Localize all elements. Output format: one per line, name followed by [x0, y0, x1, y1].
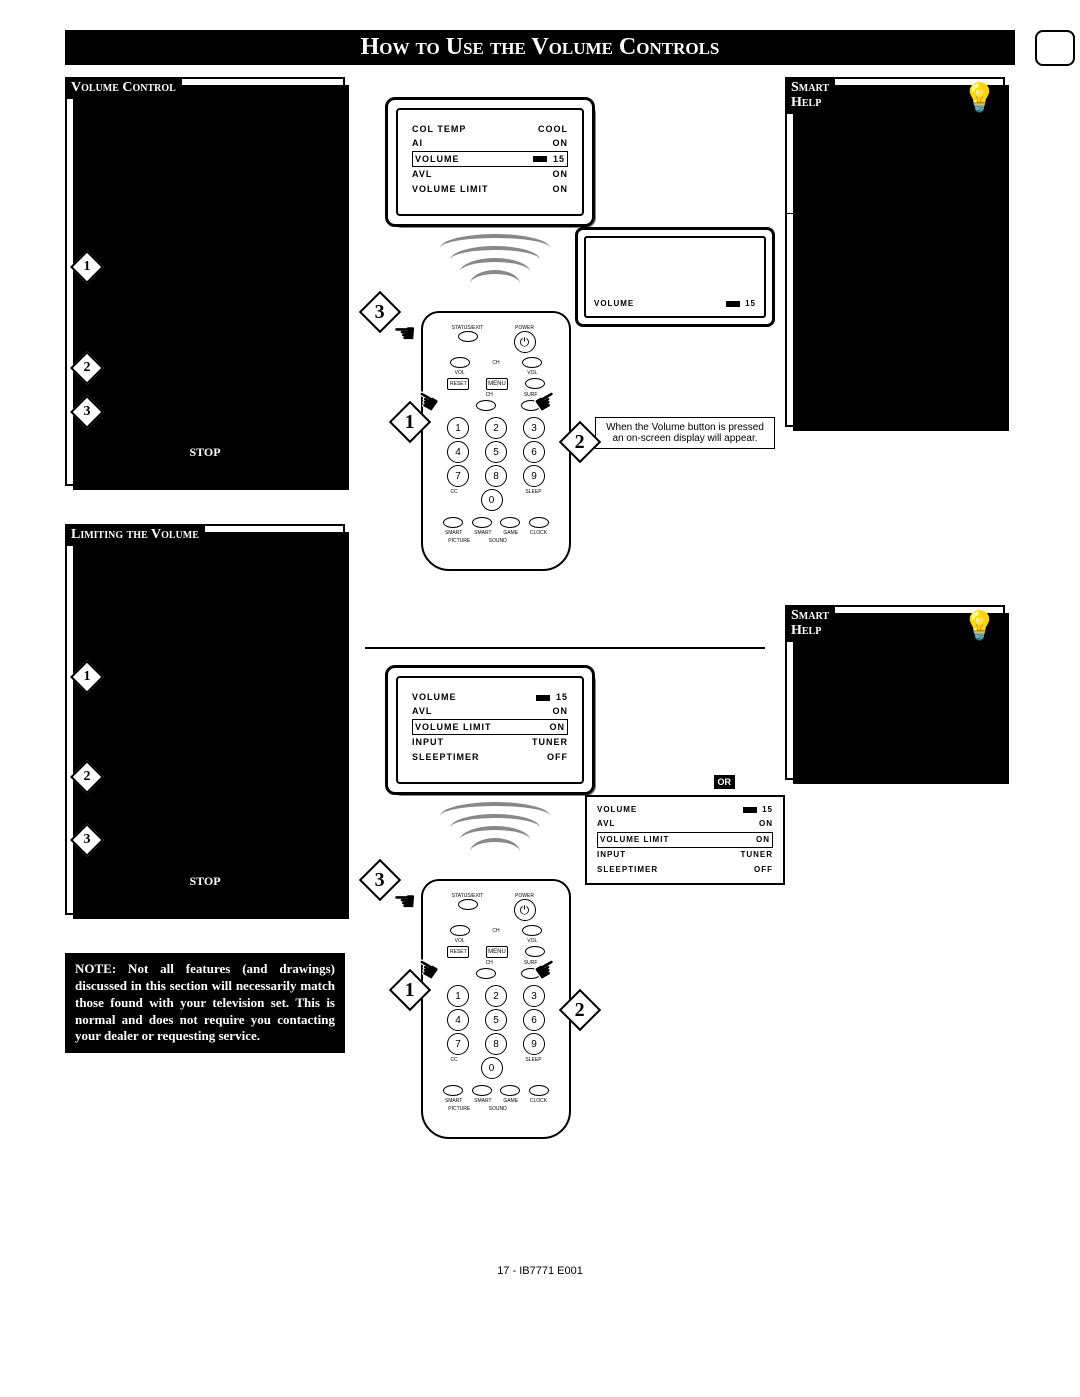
- hand-icon: ☚: [393, 319, 416, 349]
- smart-help-body: Remember, the VOLUME LIMIT control (when…: [797, 655, 993, 768]
- step-3: 3 Press the STATUS/EXIT button to clear …: [79, 826, 331, 864]
- step-number: 3: [70, 395, 104, 429]
- smart-help-2: Smart Help 💡 Remember, the VOLUME LIMIT …: [785, 605, 1005, 780]
- tv-volume-popup: VOLUME 15: [575, 227, 775, 327]
- smart-help-title: Smart Help: [785, 605, 835, 642]
- step-1: 1 Press the MENU button on the remote, t…: [79, 663, 331, 757]
- intro-text: You can limit the maximum volume level o…: [79, 552, 331, 628]
- step-2: 2 Press the VOLUME (+) or (–) button to …: [79, 763, 331, 820]
- step-3: 3 Press STATUS/EXIT button to clear the …: [79, 398, 331, 436]
- step-number: 3: [70, 823, 104, 857]
- or-arrow: OR: [714, 775, 736, 789]
- alt-menu-diagram: VOLUME 15 AVLON VOLUME LIMITON INPUTTUNE…: [585, 795, 785, 885]
- panel-title: Limiting the Volume: [65, 524, 205, 546]
- signal-waves-icon: [435, 802, 555, 852]
- smart-help-title: Smart Help: [785, 77, 835, 114]
- tv-menu-diagram: VOLUME 15 AVLON VOLUME LIMITON INPUTTUNE…: [385, 665, 595, 795]
- callout-note: When the Volume button is pressed an on-…: [595, 417, 775, 449]
- step-2: 2 Press the VOL (+) or (-) buttons to ad…: [79, 354, 331, 392]
- begin-label: BEGIN: [79, 636, 331, 655]
- limiting-volume-panel: Limiting the Volume You can limit the ma…: [65, 524, 345, 914]
- volume-control-panel: Volume Control Use the Volume control to…: [65, 77, 345, 486]
- remote-diagram: STATUS/EXITPOWER⏻ CH VOLVOL RESETMENU CH…: [421, 311, 571, 571]
- tv-menu-diagram: COL TEMPCOOL AION VOLUME 15 AVLON VOLUME…: [385, 97, 595, 227]
- lightbulb-icon: 💡: [962, 81, 997, 115]
- step-1: 1 Press the MENU button on the remote, t…: [79, 253, 331, 347]
- stop-label: STOP: [79, 443, 331, 462]
- stop-label: STOP: [79, 872, 331, 891]
- page-title: How to Use the Volume Controls: [65, 30, 1015, 65]
- step-number: 1: [70, 250, 104, 284]
- begin-label: BEGIN: [79, 226, 331, 245]
- step-number: 2: [70, 351, 104, 385]
- step-number: 2: [70, 760, 104, 794]
- intro-text: Use the Volume control to set the TV's v…: [79, 105, 331, 218]
- signal-waves-icon: [435, 234, 555, 284]
- panel-title: Volume Control: [65, 77, 182, 99]
- smart-help-body: Try it out. Press the VOL (+) or (–) but…: [797, 127, 993, 318]
- smart-help-1: Smart Help 💡 Try it out. Press the VOL (…: [785, 77, 1005, 427]
- page-footer: 17 - IB7771 E001: [65, 1265, 1015, 1277]
- tv-icon: [1035, 30, 1075, 66]
- note-box: NOTE: Not all features (and drawings) di…: [65, 953, 345, 1053]
- step-number: 1: [70, 660, 104, 694]
- remote-diagram: STATUS/EXITPOWER⏻ CH VOLVOL RESETMENU CH…: [421, 879, 571, 1139]
- lightbulb-icon: 💡: [962, 609, 997, 643]
- hand-icon: ☚: [393, 887, 416, 917]
- section-divider: [365, 647, 765, 649]
